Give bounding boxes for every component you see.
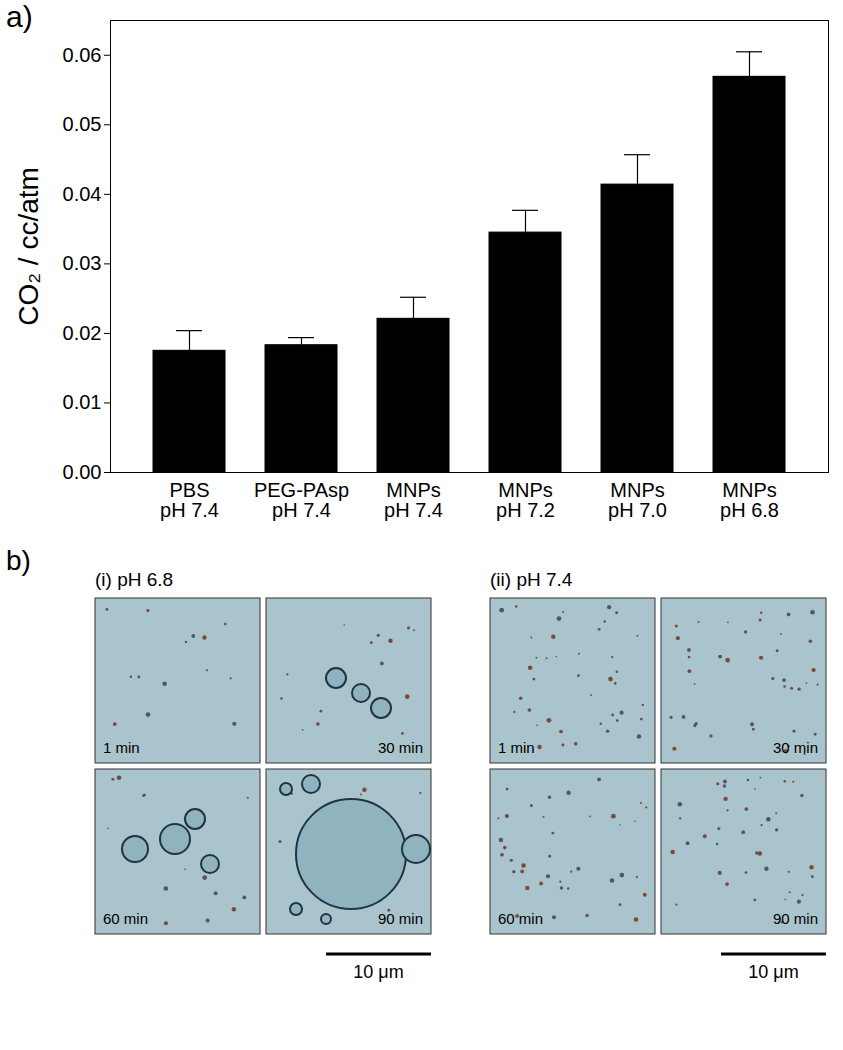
svg-text:0.06: 0.06 [63,44,102,66]
svg-text:10 μm: 10 μm [748,962,798,982]
svg-text:10 μm: 10 μm [353,962,403,982]
svg-text:30 min: 30 min [378,739,423,756]
svg-text:1 min: 1 min [498,739,535,756]
svg-text:PEG-PAsppH 7.4: PEG-PAsppH 7.4 [254,479,349,521]
svg-text:0.03: 0.03 [63,252,102,274]
svg-text:MNPspH 6.8: MNPspH 6.8 [720,479,779,521]
svg-text:PBSpH 7.4: PBSpH 7.4 [160,479,219,521]
svg-text:90 min: 90 min [773,910,818,927]
svg-text:b): b) [6,545,31,576]
svg-text:MNPspH 7.4: MNPspH 7.4 [384,479,443,521]
svg-text:60 min: 60 min [103,910,148,927]
svg-text:60 min: 60 min [498,910,543,927]
svg-text:MNPspH 7.2: MNPspH 7.2 [496,479,555,521]
svg-text:0.00: 0.00 [63,461,102,483]
html-text:a): a) [6,0,33,33]
svg-text:CO₂ / cc/atm: CO₂ / cc/atm [13,167,44,326]
svg-text:0.04: 0.04 [63,183,102,205]
svg-text:(ii) pH 7.4: (ii) pH 7.4 [490,569,573,590]
svg-text:(i) pH 6.8: (i) pH 6.8 [95,569,173,590]
svg-text:90 min: 90 min [378,910,423,927]
svg-text:MNPspH 7.0: MNPspH 7.0 [608,479,667,521]
svg-text:0.01: 0.01 [63,391,102,413]
svg-text:0.05: 0.05 [63,113,102,135]
svg-text:30 min: 30 min [773,739,818,756]
svg-text:1 min: 1 min [103,739,140,756]
svg-text:0.02: 0.02 [63,322,102,344]
